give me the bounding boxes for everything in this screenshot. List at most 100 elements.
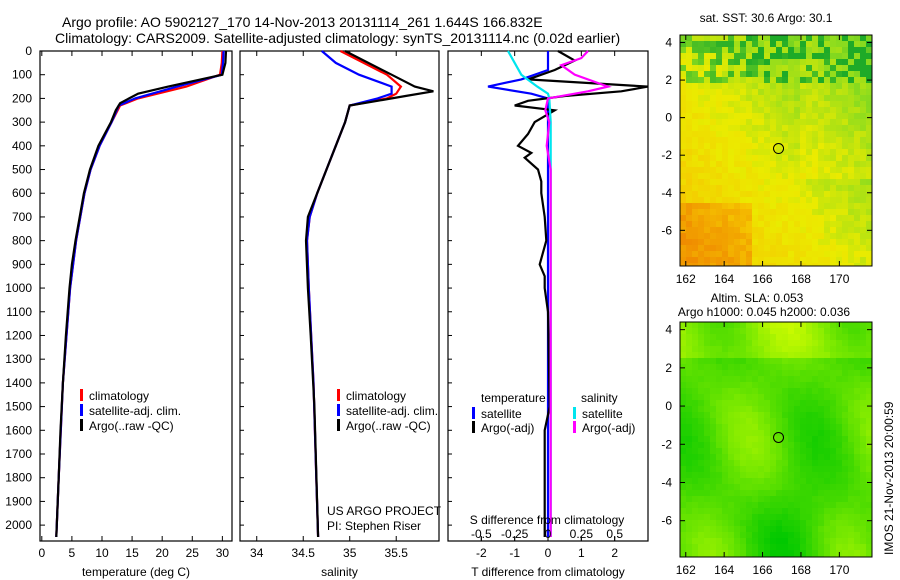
map-cell xyxy=(728,340,734,346)
map-cell xyxy=(734,478,740,484)
map-cell xyxy=(704,89,710,95)
map-cell xyxy=(710,143,716,149)
map-cell xyxy=(842,406,848,412)
map-cell xyxy=(866,251,872,257)
map-cell xyxy=(686,203,692,209)
map-cell xyxy=(794,245,800,251)
map-cell xyxy=(800,364,806,370)
map-cell xyxy=(842,382,848,388)
map-cell xyxy=(770,358,776,364)
map-cell xyxy=(866,203,872,209)
map-cell xyxy=(866,161,872,167)
map-cell xyxy=(854,436,860,442)
map-cell xyxy=(704,71,710,77)
map-cell xyxy=(746,394,752,400)
map-cell xyxy=(698,137,704,143)
map-cell xyxy=(824,161,830,167)
map-cell xyxy=(758,41,764,47)
map-cell xyxy=(746,526,752,532)
map-cell xyxy=(776,101,782,107)
map-cell xyxy=(722,388,728,394)
map-cell xyxy=(800,167,806,173)
map-cell xyxy=(740,245,746,251)
map-cell xyxy=(764,334,770,340)
map-cell xyxy=(758,227,764,233)
map-cell xyxy=(824,239,830,245)
map-cell xyxy=(686,334,692,340)
map-cell xyxy=(764,239,770,245)
map-cell xyxy=(824,191,830,197)
x-tick-label: 20 xyxy=(156,546,170,560)
map-cell xyxy=(704,149,710,155)
map-cell xyxy=(722,191,728,197)
map-cell xyxy=(722,550,728,556)
map-cell xyxy=(758,179,764,185)
map-cell xyxy=(836,382,842,388)
map-cell xyxy=(698,370,704,376)
map-cell xyxy=(740,364,746,370)
map-cell xyxy=(734,532,740,538)
y-tick-label: 1300 xyxy=(5,352,32,366)
map-cell xyxy=(800,227,806,233)
map-cell xyxy=(854,143,860,149)
map-cell xyxy=(824,227,830,233)
map-cell xyxy=(836,89,842,95)
map-cell xyxy=(824,424,830,430)
map-cell xyxy=(680,107,686,113)
map-cell xyxy=(734,173,740,179)
map-cell xyxy=(686,197,692,203)
map-cell xyxy=(806,514,812,520)
map-cell xyxy=(848,113,854,119)
map-cell xyxy=(860,179,866,185)
map-cell xyxy=(716,346,722,352)
map-cell xyxy=(854,41,860,47)
map-cell xyxy=(770,161,776,167)
map-cell xyxy=(866,113,872,119)
map-cell xyxy=(806,538,812,544)
map-cell xyxy=(686,113,692,119)
map-cell xyxy=(842,221,848,227)
map-cell xyxy=(704,101,710,107)
map-cell xyxy=(758,233,764,239)
map-cell xyxy=(722,460,728,466)
map-cell xyxy=(686,227,692,233)
map-cell xyxy=(758,209,764,215)
x-axis-label: temperature (deg C) xyxy=(82,565,190,579)
map-cell xyxy=(776,538,782,544)
map-cell xyxy=(776,442,782,448)
legend-header-salinity: salinity xyxy=(581,391,618,405)
map-cell xyxy=(854,95,860,101)
map-cell xyxy=(818,59,824,65)
map-cell xyxy=(788,137,794,143)
map-cell xyxy=(866,95,872,101)
map-cell xyxy=(698,460,704,466)
map-cell xyxy=(746,173,752,179)
map-cell xyxy=(770,484,776,490)
map-cell xyxy=(764,394,770,400)
map-cell xyxy=(794,35,800,41)
map-cell xyxy=(680,71,686,77)
map-cell xyxy=(698,532,704,538)
map-cell xyxy=(758,197,764,203)
map-cell xyxy=(722,352,728,358)
map-cell xyxy=(830,203,836,209)
map-cell xyxy=(704,460,710,466)
map-cell xyxy=(722,131,728,137)
map-cell xyxy=(746,143,752,149)
map-cell xyxy=(704,388,710,394)
map-cell xyxy=(758,83,764,89)
map-cell xyxy=(722,322,728,328)
map-cell xyxy=(740,179,746,185)
map-cell xyxy=(722,215,728,221)
map-cell xyxy=(704,203,710,209)
map-cell xyxy=(788,95,794,101)
map-cell xyxy=(854,364,860,370)
map-cell xyxy=(794,466,800,472)
map-cell xyxy=(686,179,692,185)
x2-tick-label: -0.5 xyxy=(471,527,492,541)
map-cell xyxy=(770,185,776,191)
map-cell xyxy=(680,484,686,490)
map-cell xyxy=(752,490,758,496)
map-cell xyxy=(776,514,782,520)
